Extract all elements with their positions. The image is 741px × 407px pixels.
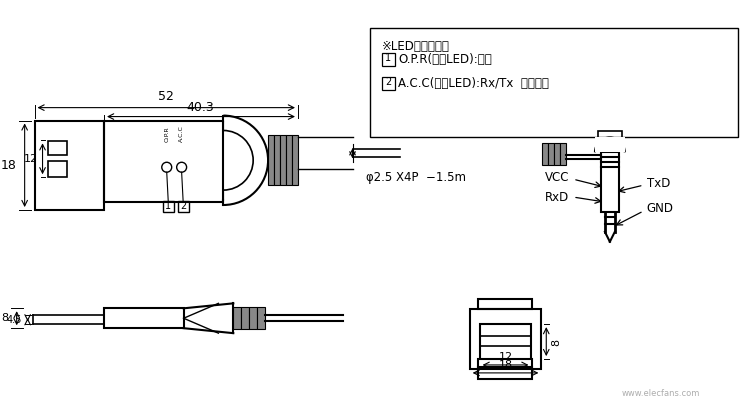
- Bar: [598, 131, 622, 149]
- Bar: [249, 307, 257, 329]
- Bar: [178, 201, 189, 212]
- Text: 52: 52: [158, 90, 173, 103]
- Bar: [286, 136, 292, 185]
- Text: φ2.5 X4P  −1.5m: φ2.5 X4P −1.5m: [367, 171, 466, 184]
- Text: www.elecfans.com: www.elecfans.com: [622, 389, 700, 398]
- Bar: [47, 141, 67, 155]
- Bar: [104, 120, 223, 202]
- Text: 2: 2: [180, 201, 186, 212]
- Bar: [370, 28, 738, 138]
- Bar: [601, 152, 619, 212]
- Bar: [548, 143, 554, 165]
- Bar: [274, 136, 280, 185]
- Bar: [280, 136, 286, 185]
- Text: A.C.C: A.C.C: [179, 125, 184, 142]
- Text: 40.3: 40.3: [187, 101, 214, 114]
- Bar: [478, 300, 532, 309]
- Text: 12: 12: [499, 352, 513, 362]
- Bar: [242, 307, 249, 329]
- Bar: [257, 307, 265, 329]
- Text: 8: 8: [551, 339, 561, 346]
- Text: VCC: VCC: [545, 171, 569, 184]
- Text: 12: 12: [24, 154, 38, 164]
- Bar: [35, 120, 104, 210]
- Bar: [163, 201, 173, 212]
- Text: GND: GND: [647, 202, 674, 215]
- Text: 18: 18: [1, 159, 17, 172]
- Text: A.C.C(绿色LED):Rx/Tx  数据传送: A.C.C(绿色LED):Rx/Tx 数据传送: [398, 77, 549, 90]
- Bar: [478, 367, 532, 379]
- Bar: [47, 161, 67, 177]
- Text: 18: 18: [499, 360, 513, 370]
- Bar: [382, 53, 395, 66]
- Text: 4.5: 4.5: [6, 315, 21, 325]
- Text: O.P.R(红色LED):电源: O.P.R(红色LED):电源: [398, 53, 492, 66]
- Text: 1: 1: [385, 53, 391, 63]
- Text: TxD: TxD: [647, 177, 670, 190]
- Bar: [382, 77, 395, 90]
- Text: ※LED指示灯说明: ※LED指示灯说明: [382, 40, 451, 53]
- Bar: [554, 143, 560, 165]
- Bar: [560, 143, 566, 165]
- Bar: [268, 136, 274, 185]
- Bar: [233, 307, 242, 329]
- Text: 1: 1: [165, 201, 171, 212]
- Bar: [595, 138, 625, 152]
- Text: O.P.R: O.P.R: [165, 127, 169, 142]
- Text: 8: 8: [1, 313, 9, 323]
- Bar: [479, 324, 531, 359]
- Text: RxD: RxD: [545, 190, 569, 204]
- Bar: [292, 136, 298, 185]
- Bar: [104, 309, 184, 328]
- Bar: [470, 309, 541, 369]
- Bar: [542, 143, 548, 165]
- Text: 2: 2: [385, 77, 391, 87]
